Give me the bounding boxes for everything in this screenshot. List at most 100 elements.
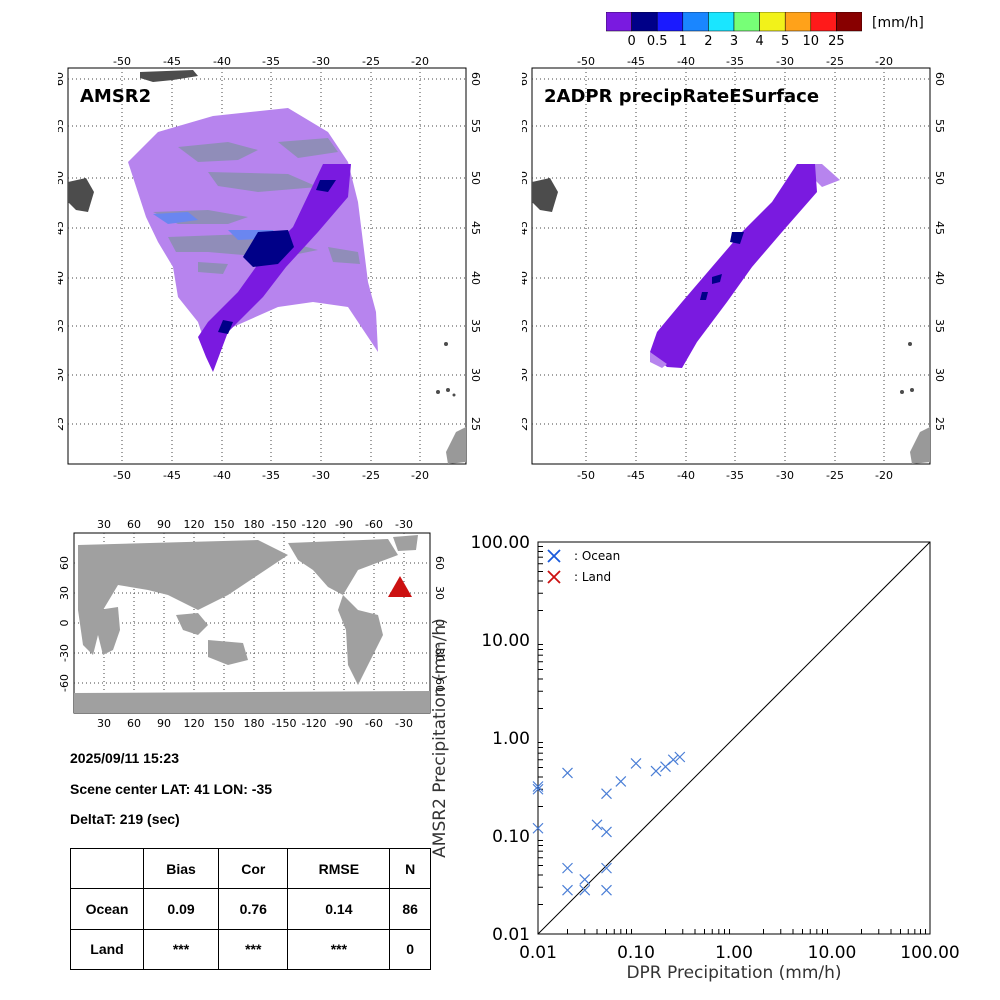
x-axis-label: DPR Precipitation (mm/h)	[626, 963, 841, 983]
svg-text:30: 30	[58, 586, 71, 600]
svg-text:60: 60	[433, 556, 446, 570]
svg-text:-35: -35	[262, 469, 280, 482]
stats-cell: 0.76	[218, 888, 289, 930]
svg-text:-35: -35	[262, 55, 280, 68]
svg-text:45: 45	[522, 221, 530, 235]
dpr-lon-ticks-top: -50 -45 -40 -35 -30 -25 -20	[577, 55, 893, 68]
dpr-title: 2ADPR precipRateESurface	[544, 86, 819, 107]
colorbar	[606, 12, 862, 32]
svg-text:25: 25	[933, 417, 946, 431]
svg-text:-25: -25	[362, 55, 380, 68]
stats-row-ocean: Ocean 0.09 0.76 0.14 86	[70, 888, 431, 930]
globe-lat-ticks-right: 60 30 0 -30 -60	[433, 556, 446, 692]
svg-text:0: 0	[58, 620, 71, 627]
svg-text:-25: -25	[362, 469, 380, 482]
dpr-heavy-rain	[700, 232, 744, 300]
amsr2-land	[68, 70, 466, 464]
svg-text:0: 0	[433, 620, 446, 627]
svg-text:35: 35	[469, 319, 482, 333]
svg-text:30: 30	[522, 368, 530, 382]
colorbar-swatch	[708, 12, 735, 32]
colorbar-swatch	[631, 12, 658, 32]
ocean-point	[615, 776, 627, 787]
svg-text:30: 30	[469, 368, 482, 382]
colorbar-tick-label: 3	[729, 34, 739, 49]
svg-text:-30: -30	[395, 518, 413, 531]
svg-text:-30: -30	[312, 55, 330, 68]
svg-text:-20: -20	[411, 469, 429, 482]
svg-text:55: 55	[469, 119, 482, 133]
legend-marker	[547, 570, 561, 584]
y-tick-label: 100.00	[471, 533, 530, 553]
colorbar-swatch	[733, 12, 760, 32]
stats-cell: ***	[287, 928, 391, 971]
colorbar-swatch	[759, 12, 786, 32]
svg-text:-120: -120	[302, 518, 327, 531]
svg-text:-40: -40	[677, 469, 695, 482]
svg-text:-50: -50	[577, 469, 595, 482]
svg-text:-25: -25	[826, 55, 844, 68]
svg-text:90: 90	[157, 518, 171, 531]
stats-row-label: Ocean	[70, 888, 144, 930]
svg-text:-35: -35	[726, 55, 744, 68]
svg-text:-30: -30	[395, 717, 413, 730]
amsr2-map: -50 -45 -40 -35 -30 -25 -20 -50 -45 -40 …	[58, 55, 482, 482]
globe-lat-ticks-left: 60 30 0 -30 -60	[58, 556, 71, 692]
svg-text:-90: -90	[335, 717, 353, 730]
globe-map: 30 60 90 120 150 180 -150 -120 -90 -60 -…	[58, 518, 446, 730]
y-tick-label: 1.00	[492, 729, 530, 749]
amsr2-lon-ticks-top: -50 -45 -40 -35 -30 -25 -20	[113, 55, 429, 68]
scene-delta: DeltaT: 219 (sec)	[70, 811, 180, 827]
amsr2-light-rain	[153, 138, 360, 274]
svg-text:-150: -150	[272, 717, 297, 730]
amsr2-lat-ticks-left: 60 55 50 45 40 35 30 25	[58, 72, 66, 431]
svg-text:-20: -20	[875, 55, 893, 68]
svg-text:90: 90	[157, 717, 171, 730]
svg-text:30: 30	[433, 586, 446, 600]
scatter-plot: 0.010.01 0.10 0.10 1.00 1.00 10.00 10.00 100.00…	[430, 533, 960, 983]
amsr2-lon-ticks-bottom: -50 -45 -40 -35 -30 -25 -20	[113, 469, 429, 482]
y-axis-label: AMSR2 Precipitation (mm/h)	[430, 618, 450, 858]
svg-text:40: 40	[58, 271, 66, 285]
svg-text:-45: -45	[163, 469, 181, 482]
svg-text:60: 60	[469, 72, 482, 86]
scene-datetime: 2025/09/11 15:23	[70, 750, 179, 766]
dpr-map: -50 -45 -40 -35 -30 -25 -20 -50 -45 -40 …	[522, 55, 946, 482]
svg-text:50: 50	[469, 171, 482, 185]
ocean-point	[601, 788, 612, 800]
x-tick-label: 10.00	[808, 943, 857, 963]
stats-corner	[70, 847, 144, 890]
svg-text:30: 30	[58, 368, 66, 382]
svg-text:60: 60	[58, 556, 71, 570]
scatter-tick-labels: 0.010.01 0.10 0.10 1.00 1.00 10.00 10.00 100.00…	[471, 533, 960, 963]
svg-text:-25: -25	[826, 469, 844, 482]
scene-location-marker	[388, 576, 412, 597]
ocean-point	[532, 783, 544, 795]
ocean-point	[562, 884, 573, 896]
ocean-point	[532, 822, 544, 834]
scatter-legend: : Ocean: Land	[547, 549, 620, 584]
y-tick-label: 10.00	[481, 631, 530, 651]
svg-text:-30: -30	[58, 644, 71, 662]
x-tick-label: 1.00	[715, 943, 753, 963]
stats-cell: 0	[389, 928, 431, 971]
stats-row-land: Land *** *** *** 0	[70, 928, 431, 971]
svg-text:120: 120	[184, 717, 205, 730]
ocean-point	[579, 874, 591, 885]
colorbar-tick-label: 0	[627, 34, 636, 49]
x-tick-label: 0.10	[617, 943, 655, 963]
y-tick-label: 0.10	[492, 827, 530, 847]
svg-text:-45: -45	[627, 55, 645, 68]
colorbar-tick-label: 25	[828, 34, 845, 49]
amsr2-lat-ticks-right: 60 55 50 45 40 35 30 25	[469, 72, 482, 431]
colorbar-tick-label: 0.5	[646, 34, 668, 49]
amsr2-dpr-swath	[198, 164, 351, 372]
stats-header-row: Bias Cor RMSE N	[70, 847, 431, 890]
svg-text:180: 180	[244, 518, 265, 531]
svg-text:-30: -30	[312, 469, 330, 482]
svg-text:-30: -30	[776, 469, 794, 482]
stats-cell: 0.14	[287, 888, 391, 930]
svg-text:-40: -40	[213, 469, 231, 482]
svg-text:45: 45	[469, 221, 482, 235]
svg-text:55: 55	[522, 119, 530, 133]
